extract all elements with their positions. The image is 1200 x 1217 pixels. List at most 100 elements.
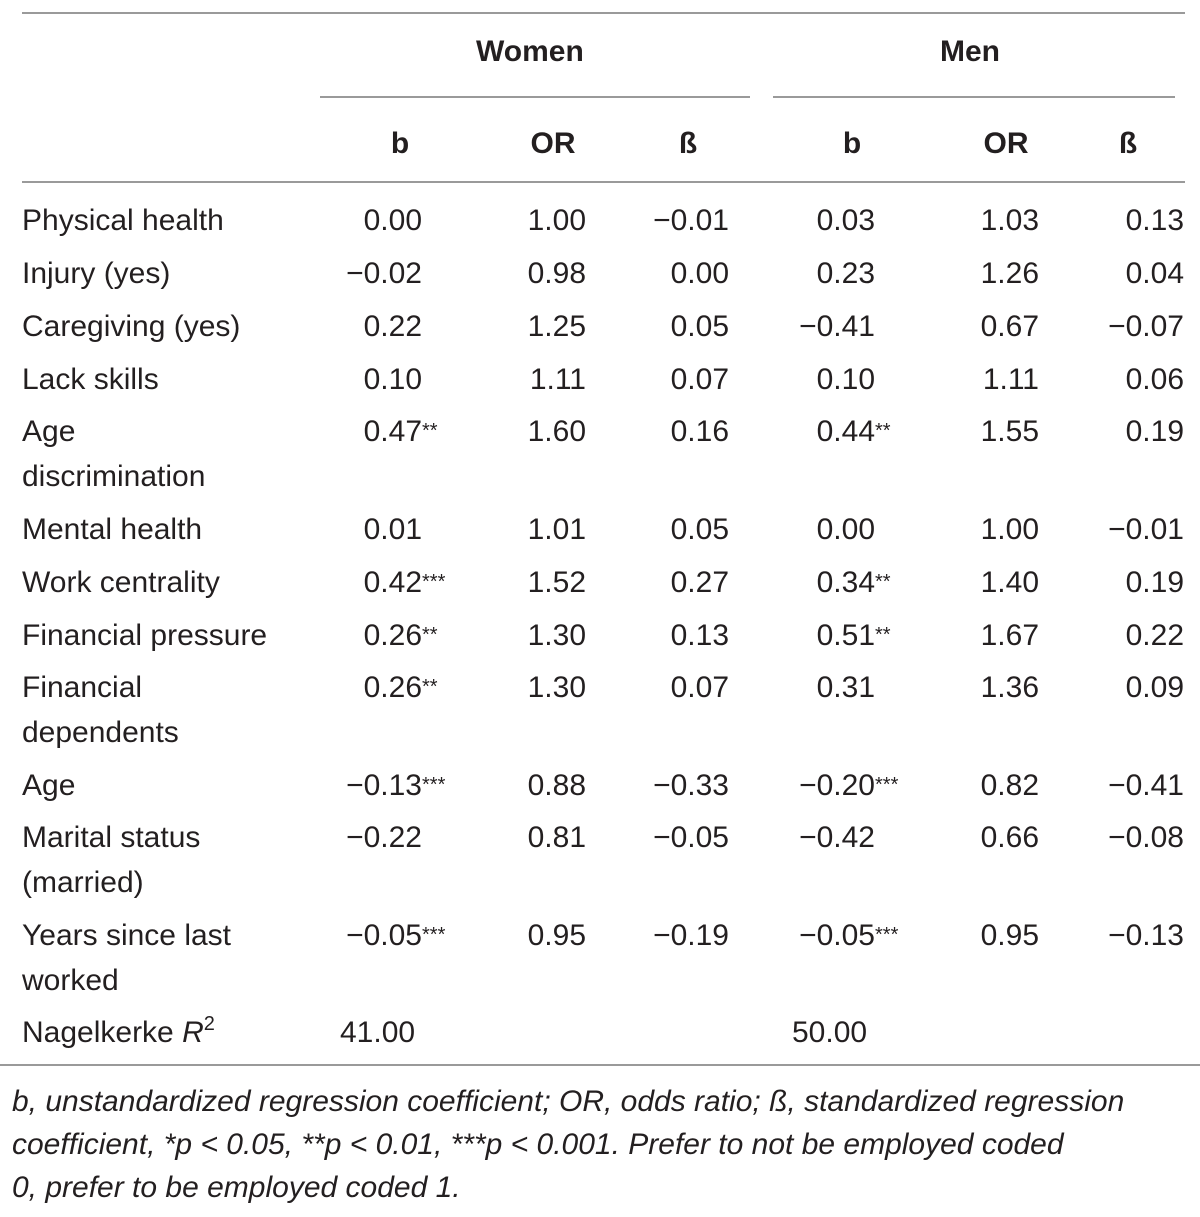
cell-value: 0.81: [527, 821, 586, 854]
cell-m-or: 0.66: [981, 815, 1039, 860]
cell-value: 0.42: [363, 566, 422, 599]
footnote-line: 0, prefer to be employed coded 1.: [12, 1171, 461, 1204]
col-header-men-or: OR: [983, 127, 1029, 160]
men-group-rule: [773, 96, 1175, 98]
row-label: Lack skills: [22, 363, 159, 396]
significance-stars: ***: [875, 924, 899, 946]
cell-value: 1.01: [527, 513, 586, 546]
col-header-women-beta: ß: [678, 127, 698, 160]
cell-w-or: 0.98: [528, 251, 586, 296]
cell-m-or: 0.67: [981, 304, 1039, 349]
cell-w-or: 1.52: [528, 560, 586, 605]
cell-value: −0.05: [346, 919, 422, 952]
cell-w-or: 1.25: [528, 304, 586, 349]
cell-m-or: 1.00: [981, 507, 1039, 552]
row-label: discrimination: [22, 460, 206, 493]
cell-w-beta: −0.33: [653, 763, 729, 808]
cell-w-b: −0.13 ***: [346, 763, 445, 808]
cell-value: 0.44: [816, 415, 875, 448]
cell-w-b: −0.05 ***: [346, 913, 445, 958]
cell-value: 0.26: [363, 619, 422, 652]
col-header-men-b: b: [842, 127, 862, 160]
cell-value: 0.51: [816, 619, 875, 652]
cell-w-beta: 0.07: [671, 665, 729, 710]
cell-value: −0.33: [653, 769, 729, 802]
r2-women-value: 41.00: [340, 1016, 416, 1049]
cell-value: 0.34: [816, 566, 875, 599]
cell-w-or: 1.01: [528, 507, 586, 552]
cell-value: −0.07: [1108, 310, 1184, 343]
cell-w-b: 0.42 ***: [363, 560, 446, 605]
significance-stars: **: [875, 420, 891, 442]
cell-value: 0.01: [363, 513, 422, 546]
cell-value: 0.23: [816, 257, 875, 290]
significance-stars: ***: [422, 924, 446, 946]
r2-sup: 2: [203, 1013, 215, 1035]
cell-w-beta: 0.05: [671, 507, 729, 552]
cell-m-or: 1.67: [981, 613, 1039, 658]
footnote-line: coefficient, *p < 0.05, **p < 0.01, ***p…: [12, 1128, 1064, 1161]
cell-w-b: 0.26 **: [364, 665, 438, 710]
significance-stars: ***: [422, 571, 446, 593]
cell-value: 0.06: [1125, 363, 1184, 396]
cell-value: 0.10: [363, 363, 422, 396]
cell-value: 1.11: [982, 363, 1039, 396]
cell-value: −0.02: [346, 257, 422, 290]
cell-m-or: 1.03: [981, 198, 1039, 243]
row-label: Physical health: [22, 204, 224, 237]
cell-value: 0.31: [816, 671, 875, 704]
cell-value: −0.01: [1108, 513, 1184, 546]
cell-m-or: 0.95: [981, 913, 1039, 958]
cell-w-beta: 0.16: [671, 409, 729, 454]
cell-m-b: 0.44 **: [816, 409, 891, 454]
cell-value: 0.19: [1125, 566, 1184, 599]
cell-value: 1.11: [529, 363, 586, 396]
cell-m-or: 1.26: [981, 251, 1039, 296]
cell-w-b: 0.00: [364, 198, 422, 243]
significance-stars: **: [422, 420, 438, 442]
cell-value: 0.22: [363, 310, 422, 343]
cell-value: 0.16: [670, 415, 729, 448]
cell-value: 0.13: [1125, 204, 1184, 237]
cell-w-b: 0.26 **: [363, 613, 438, 658]
cell-w-beta: 0.05: [671, 304, 729, 349]
cell-value: 0.95: [980, 919, 1039, 952]
cell-m-beta: −0.08: [1108, 815, 1184, 860]
cell-m-or: 1.55: [981, 409, 1039, 454]
cell-m-b: −0.20 ***: [799, 763, 898, 808]
cell-value: 0.07: [670, 671, 729, 704]
header-rule: [22, 181, 1185, 183]
cell-value: 0.27: [670, 566, 729, 599]
cell-w-b: −0.22: [346, 815, 422, 860]
cell-m-b: 0.03: [817, 198, 875, 243]
cell-m-or: 1.11: [983, 357, 1039, 402]
cell-m-beta: 0.19: [1126, 560, 1184, 605]
row-label: Age: [22, 769, 76, 802]
cell-m-beta: 0.04: [1126, 251, 1184, 296]
cell-m-beta: 0.09: [1126, 665, 1184, 710]
bottom-rule: [0, 1064, 1200, 1066]
cell-value: 1.60: [527, 415, 586, 448]
cell-value: 1.00: [527, 204, 586, 237]
cell-value: 1.00: [980, 513, 1039, 546]
cell-w-or: 1.00: [528, 198, 586, 243]
cell-value: −0.08: [1108, 821, 1184, 854]
cell-m-beta: 0.06: [1126, 357, 1184, 402]
cell-value: 0.19: [1125, 415, 1184, 448]
cell-value: 1.52: [527, 566, 586, 599]
r2-row-label: Nagelkerke R2: [22, 1010, 215, 1055]
table-footnote: b, unstandardized regression coefficient…: [12, 1080, 1192, 1209]
significance-stars: **: [875, 624, 891, 646]
row-label: Age: [22, 415, 76, 448]
cell-value: 0.13: [670, 619, 729, 652]
cell-w-or: 1.11: [530, 357, 586, 402]
cell-value: −0.19: [653, 919, 729, 952]
cell-w-or: 1.30: [528, 613, 586, 658]
cell-value: −0.41: [799, 310, 875, 343]
cell-m-or: 1.40: [981, 560, 1039, 605]
cell-w-beta: −0.01: [653, 198, 729, 243]
cell-value: 1.03: [980, 204, 1039, 237]
cell-value: 0.03: [816, 204, 875, 237]
cell-w-b: 0.01: [364, 507, 422, 552]
r2-label-text: Nagelkerke: [22, 1016, 174, 1049]
